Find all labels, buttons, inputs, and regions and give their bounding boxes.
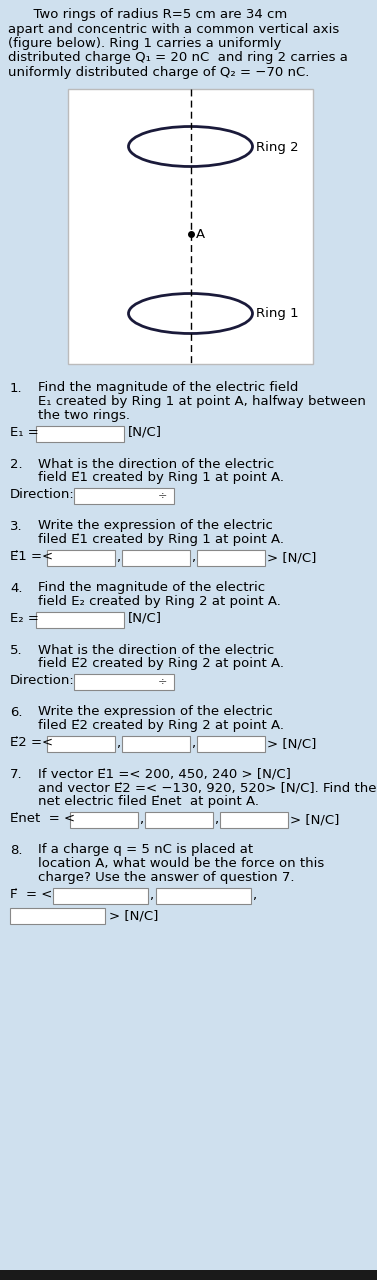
Bar [122,549,190,566]
Text: ÷: ÷ [158,490,167,500]
Bar [47,549,115,566]
Text: 5.: 5. [10,644,23,657]
Text: filed E⃗1 created by Ring 1 at point A.: filed E⃗1 created by Ring 1 at point A. [38,534,284,547]
Text: ,: , [214,814,218,827]
Text: Direction:: Direction: [10,673,75,686]
Text: > [N/C]: > [N/C] [267,737,316,750]
Text: [N/C]: [N/C] [128,612,162,625]
Text: Two rings of radius R=5 cm are 34 cm: Two rings of radius R=5 cm are 34 cm [8,8,287,20]
Bar [53,887,148,904]
Bar [197,549,265,566]
Text: Ring 1: Ring 1 [256,307,299,320]
Text: E₁ created by Ring 1 at point A, halfway between: E₁ created by Ring 1 at point A, halfway… [38,396,366,408]
Text: E⃗net  = <: E⃗net = < [10,812,75,824]
Bar [122,736,190,751]
Text: apart and concentric with a common vertical axis: apart and concentric with a common verti… [8,23,339,36]
Text: ,: , [251,890,256,902]
Text: > [N/C]: > [N/C] [267,552,316,564]
Text: What is the direction of the electric: What is the direction of the electric [38,457,274,471]
Text: 3.: 3. [10,520,23,532]
Text: uniformly distributed charge of Q₂ = −70 nC.: uniformly distributed charge of Q₂ = −70… [8,67,310,79]
Text: Direction:: Direction: [10,488,75,500]
Bar [36,612,124,627]
Text: field E⃗1 created by Ring 1 at point A.: field E⃗1 created by Ring 1 at point A. [38,471,284,485]
Text: and vector E⃗2 =< −130, 920, 520> [N/C]. Find the: and vector E⃗2 =< −130, 920, 520> [N/C].… [38,782,377,795]
Bar [0,1270,377,1280]
Text: 4.: 4. [10,581,23,594]
Bar [74,488,174,503]
Text: ,: , [191,552,195,564]
Text: 6.: 6. [10,705,23,718]
Ellipse shape [129,127,253,166]
Bar [10,908,105,923]
Bar [197,736,265,751]
Text: E₂ =: E₂ = [10,612,39,625]
Bar [74,673,174,690]
Text: Find the magnitude of the electric field: Find the magnitude of the electric field [38,381,298,394]
Bar [36,425,124,442]
Text: distributed charge Q₁ = 20 nC  and ring 2 carries a: distributed charge Q₁ = 20 nC and ring 2… [8,51,348,64]
Text: the two rings.: the two rings. [38,410,130,422]
Text: 1.: 1. [10,381,23,394]
Text: What is the direction of the electric: What is the direction of the electric [38,644,274,657]
Text: 8.: 8. [10,844,23,856]
Bar [70,812,138,827]
Text: Ring 2: Ring 2 [256,141,299,154]
Text: ÷: ÷ [158,677,167,686]
Text: A: A [196,228,205,241]
Text: ,: , [149,890,153,902]
Text: Find the magnitude of the electric: Find the magnitude of the electric [38,581,265,594]
Text: field E⃗2 created by Ring 2 at point A.: field E⃗2 created by Ring 2 at point A. [38,658,284,671]
Text: Write the expression of the electric: Write the expression of the electric [38,705,273,718]
Text: 7.: 7. [10,768,23,781]
Bar [220,812,288,827]
Bar [68,88,313,364]
Bar [145,812,213,827]
Text: E₁ =: E₁ = [10,425,39,439]
Text: [N/C]: [N/C] [128,425,162,439]
Text: location A, what would be the force on this: location A, what would be the force on t… [38,858,324,870]
Text: ,: , [139,814,143,827]
Bar [156,887,251,904]
Text: Write the expression of the electric: Write the expression of the electric [38,520,273,532]
Text: net electric filed E⃗net  at point A.: net electric filed E⃗net at point A. [38,795,259,809]
Ellipse shape [129,293,253,334]
Bar [47,736,115,751]
Text: ,: , [116,737,120,750]
Text: If vector E⃗1 =< 200, 450, 240 > [N/C]: If vector E⃗1 =< 200, 450, 240 > [N/C] [38,768,291,781]
Text: If a charge q = 5 nC is placed at: If a charge q = 5 nC is placed at [38,844,253,856]
Text: filed E⃗2 created by Ring 2 at point A.: filed E⃗2 created by Ring 2 at point A. [38,719,284,732]
Text: > [N/C]: > [N/C] [290,814,339,827]
Text: E⃗1 =<: E⃗1 =< [10,549,53,562]
Text: ,: , [191,737,195,750]
Text: 2.: 2. [10,457,23,471]
Text: field E₂ created by Ring 2 at point A.: field E₂ created by Ring 2 at point A. [38,595,281,608]
Text: E⃗2 =<: E⃗2 =< [10,736,53,749]
Text: charge? Use the answer of question 7.: charge? Use the answer of question 7. [38,872,294,884]
Text: ,: , [116,552,120,564]
Text: F⃗  = <: F⃗ = < [10,887,52,901]
Text: (figure below). Ring 1 carries a uniformly: (figure below). Ring 1 carries a uniform… [8,37,281,50]
Text: > [N/C]: > [N/C] [109,910,158,923]
